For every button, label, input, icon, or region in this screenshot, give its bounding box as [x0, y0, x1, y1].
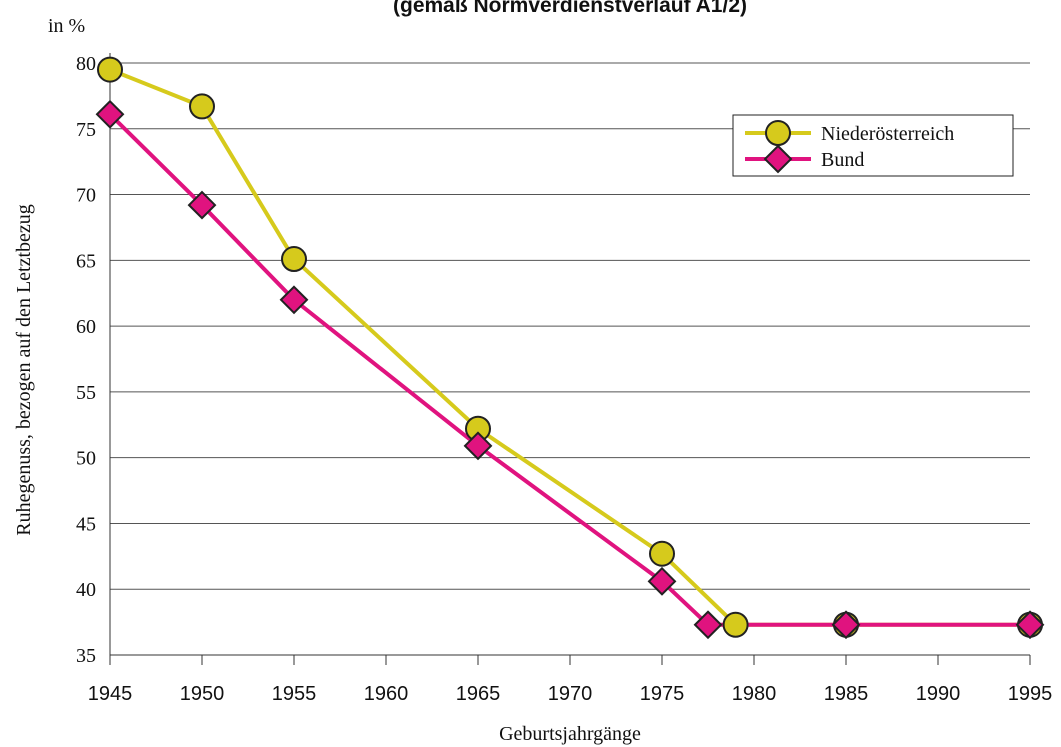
legend-label: Bund: [821, 149, 864, 171]
y-unit-label: in %: [48, 15, 85, 37]
y-tick-label: 55: [76, 382, 96, 404]
x-tick-label: 1975: [640, 683, 685, 705]
x-tick-label: 1955: [272, 683, 317, 705]
point: [189, 93, 215, 120]
x-tick-label: 1945: [88, 683, 133, 705]
point: [647, 566, 677, 596]
point: [279, 285, 309, 315]
x-tick-label: 1960: [364, 683, 409, 705]
x-tick-label: 1980: [732, 683, 777, 705]
chart-title: (gemäß Normverdienstverlauf A1/2): [393, 0, 747, 17]
y-tick-label: 80: [76, 53, 96, 75]
series-line: [108, 112, 1030, 627]
y-tick-label: 70: [76, 185, 96, 207]
y-tick-label: 35: [76, 645, 96, 667]
y-tick-label: 75: [76, 119, 96, 141]
point: [95, 99, 125, 129]
point: [187, 190, 217, 220]
point: [463, 431, 493, 461]
x-tick-label: 1990: [916, 683, 961, 705]
y-tick-label: 45: [76, 513, 96, 535]
point: [722, 611, 749, 638]
y-tick-label: 65: [76, 250, 96, 272]
point: [1015, 610, 1045, 640]
x-tick-label: 1970: [548, 683, 593, 705]
point: [693, 610, 723, 640]
y-axis-label: Ruhegenuss, bezogen auf den Letztbezug: [13, 204, 35, 536]
x-tick-label: 1995: [1008, 683, 1053, 705]
x-axis-label: Geburtsjahrgänge: [499, 723, 641, 745]
x-tick-label: 1985: [824, 683, 869, 705]
y-tick-label: 40: [76, 579, 96, 601]
y-tick-label: 50: [76, 448, 96, 470]
x-tick-label: 1965: [456, 683, 501, 705]
point: [763, 144, 793, 174]
legend-label: Niederösterreich: [821, 123, 954, 145]
point: [97, 56, 123, 83]
y-tick-label: 60: [76, 316, 96, 338]
point: [281, 246, 307, 273]
point: [649, 540, 675, 567]
point: [831, 610, 861, 640]
point: [765, 120, 791, 146]
x-tick-label: 1950: [180, 683, 225, 705]
